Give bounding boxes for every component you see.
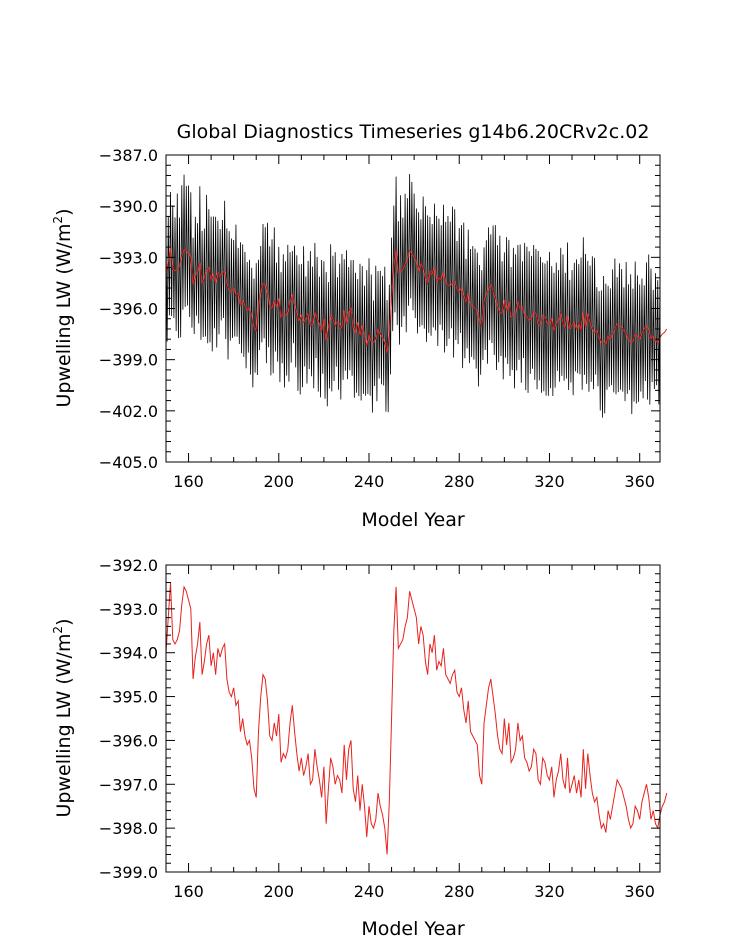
top-y-tick-label: −387.0 — [99, 146, 158, 165]
bottom-y-tick-label: −396.0 — [99, 731, 158, 750]
top-y-axis-label: Upwelling LW (W/m2) — [51, 208, 75, 407]
bottom-x-tick-label: 280 — [444, 882, 475, 901]
bottom-x-tick-labels: 160 200 240 280 320 360 — [173, 882, 655, 901]
bottom-plot-frame — [165, 564, 661, 873]
bottom-x-tick-label: 320 — [534, 882, 565, 901]
top-y-tick-label: −402.0 — [99, 402, 158, 421]
top-y-axis-label-sup: 2 — [51, 216, 65, 224]
top-x-tick-labels: 160 200 240 280 320 360 — [173, 472, 655, 491]
bottom-chart: −392.0 −393.0 −394.0 −395.0 −396.0 −397.0 −398… — [51, 556, 668, 940]
top-y-axis-label-close: ) — [53, 208, 75, 215]
bottom-plot-area — [165, 582, 668, 855]
bottom-y-tick-label: −398.0 — [99, 819, 158, 838]
bottom-y-tick-label: −393.0 — [99, 600, 158, 619]
bottom-x-axis-label: Model Year — [361, 918, 465, 940]
bottom-tick-marks — [165, 564, 660, 873]
bottom-y-tick-label: −394.0 — [99, 644, 158, 663]
bottom-y-axis-label-sup: 2 — [51, 626, 65, 634]
top-y-tick-label: −399.0 — [99, 351, 158, 370]
top-y-tick-label: −390.0 — [99, 197, 158, 216]
top-x-tick-label: 160 — [173, 472, 204, 491]
top-x-tick-label: 240 — [354, 472, 385, 491]
top-x-tick-label: 280 — [444, 472, 475, 491]
bottom-x-tick-label: 200 — [264, 882, 295, 901]
top-monthly-line — [165, 174, 661, 418]
bottom-y-axis-label-main: Upwelling LW (W/m — [53, 634, 75, 818]
bottom-y-tick-label: −395.0 — [99, 688, 158, 707]
bottom-y-tick-label: −392.0 — [99, 556, 158, 575]
bottom-y-tick-labels: −392.0 −393.0 −394.0 −395.0 −396.0 −397.0 −398… — [99, 556, 158, 882]
chart-title: Global Diagnostics Timeseries g14b6.20CR… — [177, 121, 650, 143]
top-plot-area — [165, 174, 668, 418]
top-x-tick-label: 320 — [534, 472, 565, 491]
top-y-tick-label: −396.0 — [99, 300, 158, 319]
top-annual-mean-line — [165, 247, 668, 353]
bottom-x-tick-label: 360 — [624, 882, 655, 901]
top-y-axis-label-main: Upwelling LW (W/m — [53, 224, 75, 408]
bottom-y-axis-label-close: ) — [53, 618, 75, 625]
top-x-tick-label: 200 — [264, 472, 295, 491]
bottom-x-tick-label: 240 — [354, 882, 385, 901]
top-y-tick-labels: −387.0 −390.0 −393.0 −396.0 −399.0 −402.0 −405… — [99, 146, 158, 472]
bottom-y-tick-label: −399.0 — [99, 863, 158, 882]
top-x-tick-label: 360 — [624, 472, 655, 491]
top-x-axis-label: Model Year — [361, 509, 465, 531]
top-y-tick-label: −405.0 — [99, 453, 158, 472]
bottom-y-tick-label: −397.0 — [99, 775, 158, 794]
top-chart: Global Diagnostics Timeseries g14b6.20CR… — [51, 121, 668, 531]
bottom-y-axis-label: Upwelling LW (W/m2) — [51, 618, 75, 817]
top-y-tick-label: −393.0 — [99, 248, 158, 267]
top-plot-frame — [165, 154, 661, 463]
bottom-annual-mean-line — [165, 582, 668, 855]
bottom-x-tick-label: 160 — [173, 882, 204, 901]
